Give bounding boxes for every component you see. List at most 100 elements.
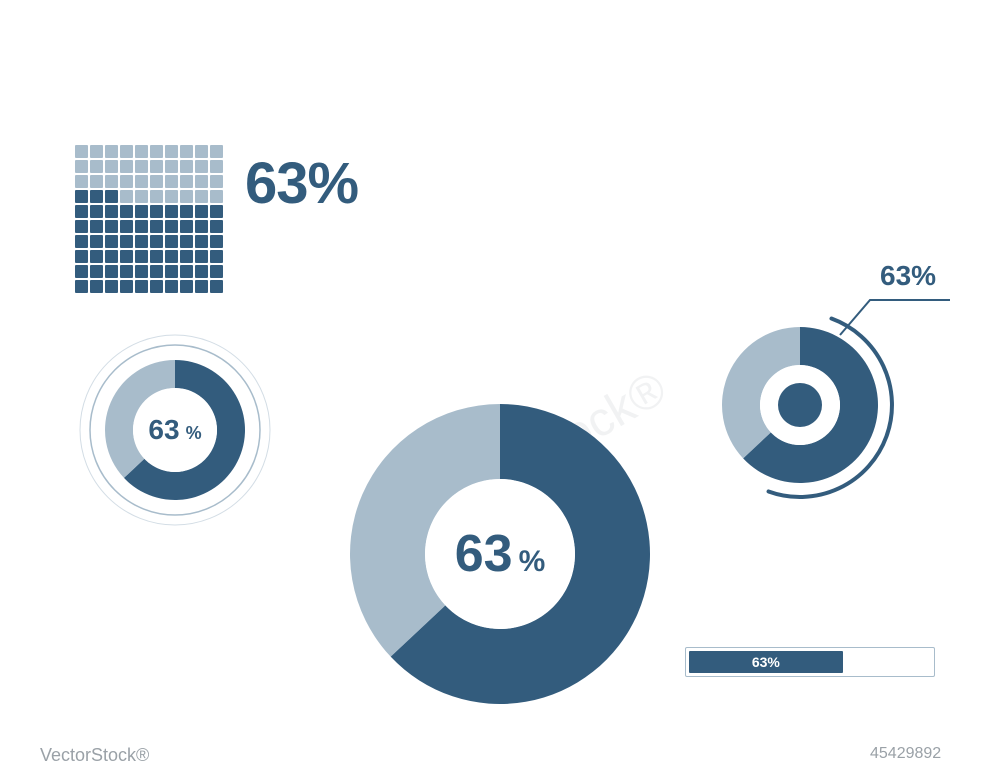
waffle-cell — [120, 175, 133, 188]
waffle-cell — [120, 280, 133, 293]
ringed-gauge-center-label: 63 % — [148, 414, 201, 446]
main-donut-chart: 63 % — [350, 404, 650, 704]
waffle-cell — [210, 280, 223, 293]
waffle-cell — [105, 190, 118, 203]
waffle-cell — [90, 250, 103, 263]
callout-donut-chart — [650, 255, 950, 560]
waffle-cell — [90, 190, 103, 203]
waffle-cell — [75, 280, 88, 293]
waffle-cell — [90, 280, 103, 293]
waffle-cell — [150, 205, 163, 218]
waffle-cell — [90, 235, 103, 248]
waffle-cell — [150, 280, 163, 293]
waffle-cell — [135, 250, 148, 263]
waffle-cell — [120, 250, 133, 263]
ringed-gauge-number: 63 — [148, 414, 179, 446]
waffle-cell — [105, 160, 118, 173]
waffle-cell — [195, 235, 208, 248]
waffle-cell — [105, 145, 118, 158]
waffle-cell — [210, 175, 223, 188]
waffle-cell — [180, 235, 193, 248]
waffle-cell — [180, 250, 193, 263]
waffle-cell — [135, 235, 148, 248]
waffle-cell — [120, 235, 133, 248]
watermark-footer-left: VectorStock® — [40, 745, 149, 766]
waffle-cell — [195, 145, 208, 158]
waffle-cell — [165, 205, 178, 218]
waffle-cell — [180, 205, 193, 218]
waffle-cell — [210, 205, 223, 218]
main-donut-center-label: 63 % — [455, 524, 546, 584]
waffle-cell — [150, 265, 163, 278]
waffle-cell — [195, 160, 208, 173]
waffle-cell — [105, 265, 118, 278]
waffle-cell — [180, 145, 193, 158]
waffle-cell — [105, 280, 118, 293]
waffle-cell — [165, 250, 178, 263]
waffle-cell — [75, 220, 88, 233]
waffle-cell — [150, 250, 163, 263]
waffle-cell — [150, 220, 163, 233]
waffle-cell — [90, 160, 103, 173]
waffle-cell — [120, 145, 133, 158]
waffle-cell — [195, 205, 208, 218]
waffle-cell — [210, 235, 223, 248]
waffle-cell — [135, 205, 148, 218]
waffle-cell — [165, 265, 178, 278]
waffle-cell — [75, 175, 88, 188]
watermark-footer-right: 45429892 — [870, 745, 941, 763]
waffle-cell — [135, 175, 148, 188]
waffle-cell — [135, 265, 148, 278]
waffle-cell — [150, 175, 163, 188]
progress-bar-fill: 63% — [689, 651, 843, 673]
waffle-cell — [165, 280, 178, 293]
waffle-cell — [195, 250, 208, 263]
percent-sign: % — [519, 545, 546, 579]
waffle-cell — [165, 145, 178, 158]
waffle-cell — [105, 235, 118, 248]
waffle-percent-label: 63% — [245, 150, 358, 217]
progress-bar: 63% — [685, 647, 935, 677]
waffle-cell — [195, 280, 208, 293]
waffle-cell — [165, 160, 178, 173]
infographic-canvas: VectorStock® 63% 63 % 63 % 63% 63% Vecto… — [0, 0, 1000, 780]
waffle-cell — [90, 220, 103, 233]
waffle-cell — [135, 145, 148, 158]
waffle-cell — [105, 220, 118, 233]
waffle-cell — [180, 160, 193, 173]
waffle-cell — [75, 250, 88, 263]
waffle-cell — [135, 160, 148, 173]
waffle-cell — [75, 205, 88, 218]
waffle-cell — [180, 265, 193, 278]
waffle-cell — [75, 235, 88, 248]
waffle-cell — [120, 190, 133, 203]
waffle-cell — [150, 190, 163, 203]
waffle-cell — [180, 280, 193, 293]
ringed-gauge: 63 % — [78, 333, 272, 527]
waffle-cell — [75, 265, 88, 278]
waffle-cell — [195, 265, 208, 278]
waffle-cell — [90, 145, 103, 158]
waffle-cell — [105, 250, 118, 263]
waffle-cell — [195, 190, 208, 203]
waffle-cell — [210, 250, 223, 263]
main-donut-number: 63 — [455, 524, 513, 584]
waffle-cell — [90, 175, 103, 188]
waffle-cell — [105, 205, 118, 218]
waffle-cell — [75, 160, 88, 173]
waffle-chart — [75, 145, 223, 293]
waffle-cell — [120, 160, 133, 173]
waffle-cell — [180, 175, 193, 188]
waffle-cell — [150, 160, 163, 173]
waffle-cell — [165, 220, 178, 233]
waffle-cell — [180, 220, 193, 233]
waffle-cell — [105, 175, 118, 188]
progress-bar-label: 63% — [752, 654, 780, 670]
waffle-cell — [120, 205, 133, 218]
percent-sign: % — [186, 423, 202, 444]
waffle-cell — [120, 220, 133, 233]
waffle-cell — [195, 175, 208, 188]
waffle-cell — [135, 280, 148, 293]
waffle-cell — [165, 235, 178, 248]
callout-percent-label: 63% — [880, 260, 936, 292]
